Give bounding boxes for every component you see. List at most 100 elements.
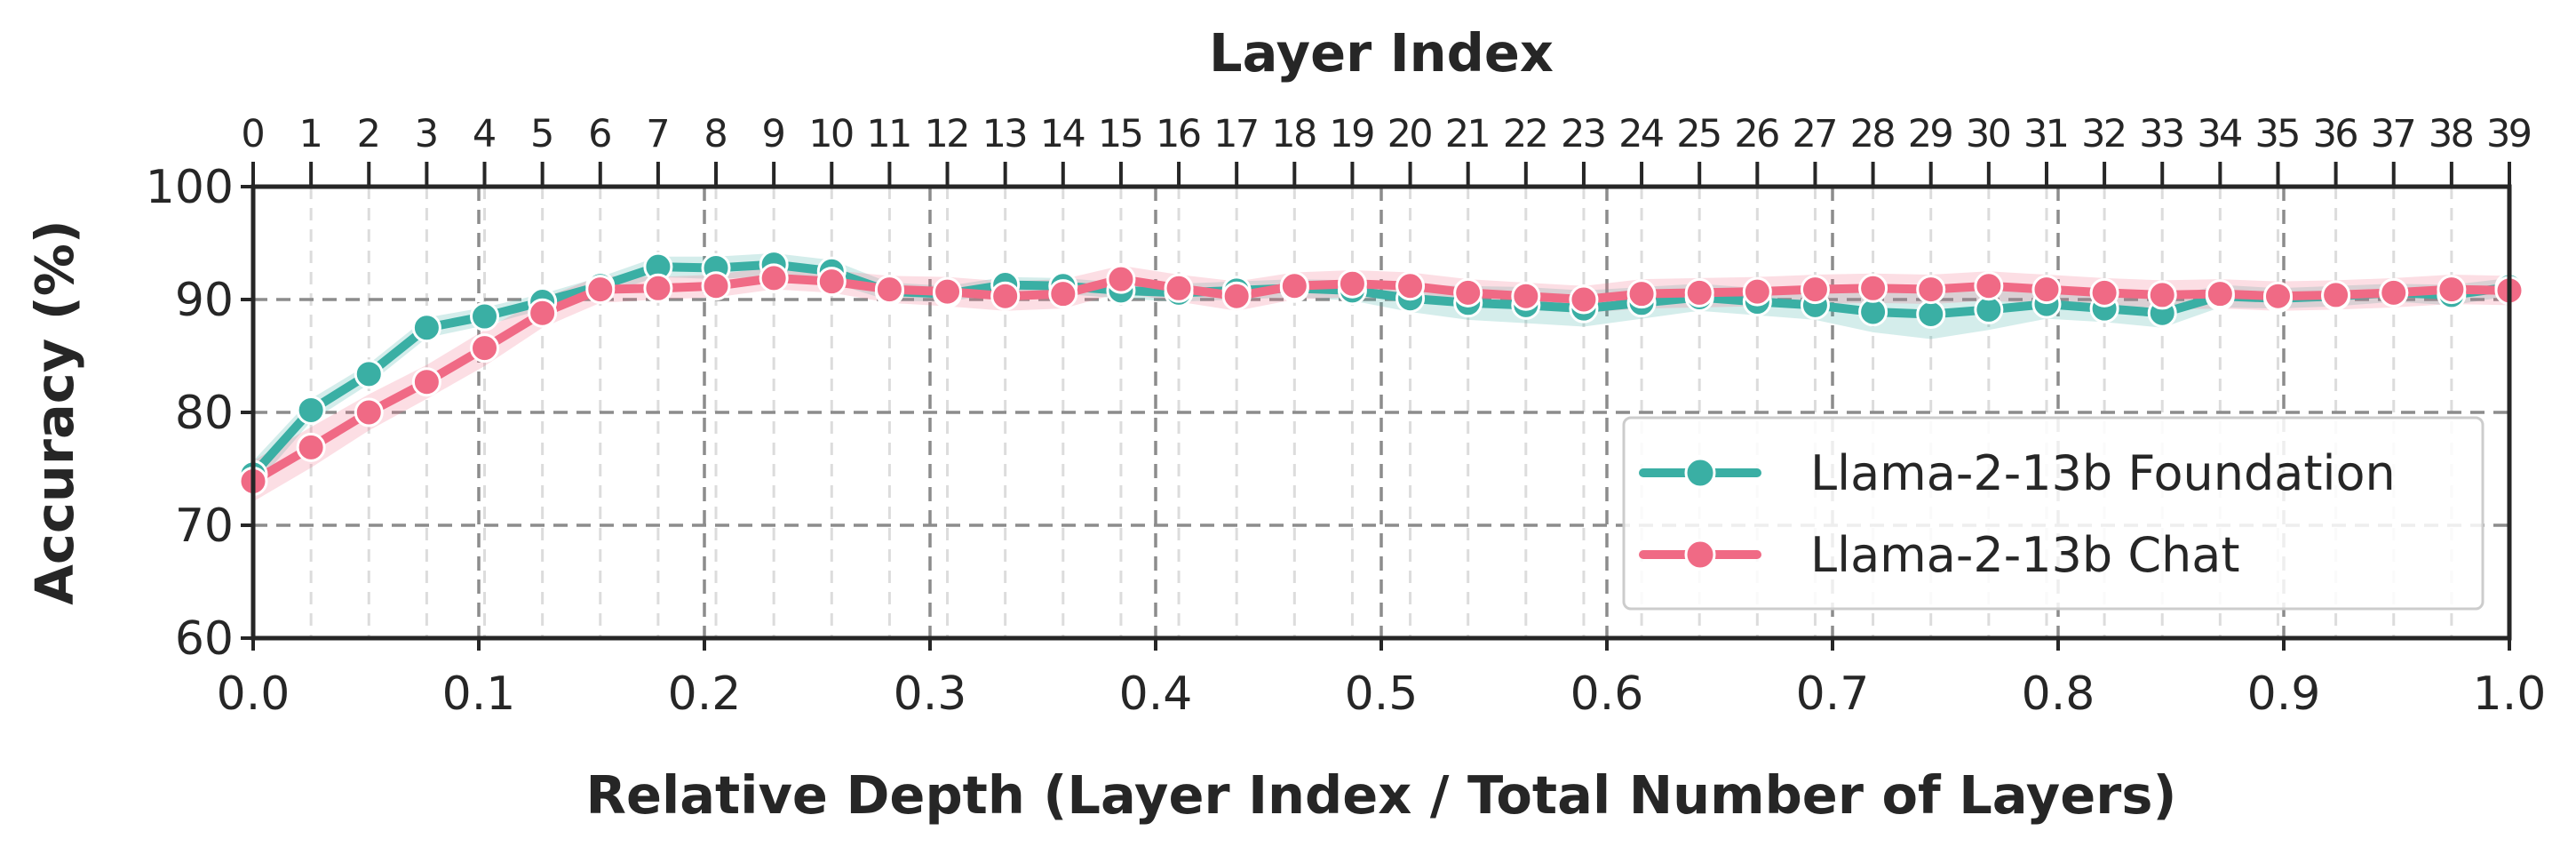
data-point xyxy=(2205,279,2235,309)
top-tick-label: 1 xyxy=(298,112,322,156)
x-axis-title: Relative Depth (Layer Index / Total Numb… xyxy=(586,764,2177,826)
top-tick-label: 33 xyxy=(2139,112,2185,156)
top-tick-label: 2 xyxy=(357,112,381,156)
y-axis-title: Accuracy (%) xyxy=(24,220,85,605)
top-tick-label: 20 xyxy=(1387,112,1434,156)
data-point xyxy=(411,367,441,397)
data-point xyxy=(585,275,616,305)
y-tick-label: 90 xyxy=(175,274,234,327)
top-tick-label: 38 xyxy=(2429,112,2475,156)
legend-label-1: Llama-2-13b Foundation xyxy=(1810,445,2396,501)
top-tick-label: 24 xyxy=(1618,112,1665,156)
x-tick-label: 0.8 xyxy=(2022,667,2095,721)
top-tick-label: 27 xyxy=(1792,112,1838,156)
data-point xyxy=(874,275,904,305)
data-point xyxy=(1684,277,1714,308)
x-tick-label: 0.5 xyxy=(1345,667,1419,721)
top-tick-label: 15 xyxy=(1098,112,1144,156)
data-point xyxy=(1800,275,1830,305)
top-tick-label: 8 xyxy=(704,112,727,156)
top-tick-label: 9 xyxy=(761,112,785,156)
top-tick-label: 11 xyxy=(866,112,912,156)
top-tick-label: 3 xyxy=(415,112,439,156)
legend: Llama-2-13b Foundation Llama-2-13b Chat xyxy=(1622,416,2485,611)
top-tick-label: 25 xyxy=(1676,112,1722,156)
top-tick-label: 5 xyxy=(530,112,554,156)
top-tick-label: 30 xyxy=(1966,112,2012,156)
y-tick-label: 80 xyxy=(175,387,234,440)
data-point xyxy=(1626,279,1657,309)
top-tick-label: 18 xyxy=(1271,112,1317,156)
x-tick-label: 0.7 xyxy=(1796,667,1870,721)
data-point xyxy=(1337,268,1367,299)
top-x-ticks: 0 1 2 3 4 5 6 7 8 9 10 11 12 13 14 15 16 17 18 19 20 21 22 23 24… xyxy=(241,112,2532,187)
data-point xyxy=(354,397,384,427)
data-point xyxy=(1164,273,1194,303)
y-ticks: 60 70 80 90 100 xyxy=(146,161,253,666)
top-tick-label: 10 xyxy=(808,112,855,156)
legend-label-2: Llama-2-13b Chat xyxy=(1810,527,2240,583)
top-tick-label: 6 xyxy=(588,112,612,156)
data-point xyxy=(2031,275,2062,305)
top-tick-label: 34 xyxy=(2197,112,2243,156)
data-point xyxy=(816,267,847,297)
top-tick-label: 0 xyxy=(241,112,265,156)
data-point xyxy=(1395,271,1426,301)
data-point xyxy=(1858,273,1888,303)
data-point xyxy=(528,298,558,328)
x-tick-label: 1.0 xyxy=(2473,667,2547,721)
top-tick-label: 31 xyxy=(2023,112,2070,156)
data-point xyxy=(2147,280,2177,310)
data-point xyxy=(990,281,1021,311)
data-point xyxy=(470,301,500,332)
top-tick-label: 28 xyxy=(1850,112,1896,156)
top-tick-label: 16 xyxy=(1156,112,1202,156)
top-tick-label: 35 xyxy=(2254,112,2301,156)
data-point xyxy=(1916,275,1946,305)
top-tick-label: 4 xyxy=(473,112,497,156)
top-tick-label: 12 xyxy=(925,112,971,156)
top-tick-label: 21 xyxy=(1445,112,1491,156)
top-tick-label: 23 xyxy=(1561,112,1607,156)
series-markers xyxy=(238,250,2524,496)
top-tick-label: 32 xyxy=(2081,112,2127,156)
y-tick-label: 70 xyxy=(175,499,234,553)
data-point xyxy=(759,263,789,293)
top-tick-label: 7 xyxy=(646,112,670,156)
y-tick-label: 60 xyxy=(175,612,234,666)
data-point xyxy=(2089,277,2119,308)
data-point xyxy=(1106,264,1136,294)
data-point xyxy=(1453,277,1483,308)
data-point xyxy=(2321,280,2351,310)
data-point xyxy=(354,359,384,389)
top-tick-label: 29 xyxy=(1908,112,1954,156)
data-point xyxy=(933,276,963,307)
series-line-2 xyxy=(249,273,2514,486)
top-tick-label: 26 xyxy=(1734,112,1780,156)
data-point xyxy=(1511,281,1541,311)
data-point xyxy=(2262,281,2293,311)
x-tick-label: 0.9 xyxy=(2247,667,2321,721)
data-point xyxy=(296,395,326,425)
legend-box xyxy=(1622,416,2485,611)
data-point xyxy=(1974,271,2004,301)
top-tick-label: 19 xyxy=(1329,112,1375,156)
top-tick-label: 37 xyxy=(2371,112,2417,156)
data-point xyxy=(2437,275,2467,305)
data-point xyxy=(411,313,441,343)
top-tick-label: 17 xyxy=(1213,112,1260,156)
top-tick-label: 36 xyxy=(2313,112,2359,156)
x-tick-label: 0.2 xyxy=(668,667,742,721)
data-point xyxy=(296,432,326,462)
legend-marker-2 xyxy=(1684,539,1716,571)
data-point xyxy=(1048,279,1078,309)
series-lines xyxy=(249,260,2514,486)
legend-marker-1 xyxy=(1684,457,1716,489)
series-line-1 xyxy=(249,260,2514,479)
data-point xyxy=(1279,271,1309,301)
top-x-axis-title: Layer Index xyxy=(1209,22,1554,84)
bottom-x-ticks: 0.0 0.1 0.2 0.3 0.4 0.5 0.6 0.7 0.8 0.9 1.0 xyxy=(217,638,2547,721)
data-point xyxy=(2379,277,2409,308)
data-point xyxy=(1221,281,1252,311)
